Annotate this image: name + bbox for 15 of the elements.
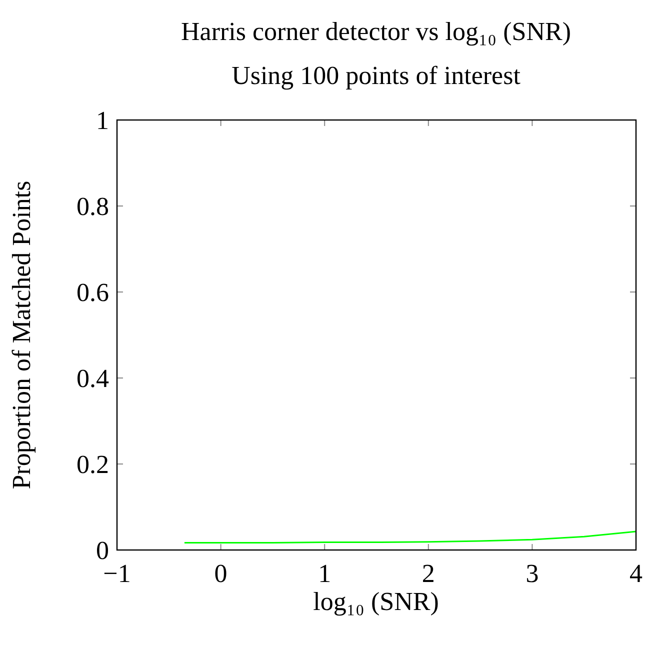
y-tick-label: 0.4 [76, 364, 109, 394]
chart-title: Harris corner detector vs log₁₀ (SNR) [181, 17, 571, 46]
x-tick-label: 3 [526, 559, 539, 588]
y-tick-label: 0.2 [76, 450, 109, 480]
x-axis-title: log₁₀ (SNR) [313, 587, 439, 616]
y-tick-label: 0.6 [76, 278, 109, 308]
x-tick-label: 2 [422, 559, 435, 588]
y-tick-label: 0.8 [76, 192, 109, 222]
x-tick-label: 1 [318, 559, 332, 588]
y-tick-label: 1 [96, 106, 109, 136]
x-tick-label: 4 [630, 559, 642, 588]
line-series [184, 530, 637, 544]
x-tick-label: 0 [214, 559, 228, 588]
y-axis-title: Proportion of Matched Points [7, 180, 36, 490]
chart-subtitle: Using 100 points of interest [232, 61, 522, 90]
